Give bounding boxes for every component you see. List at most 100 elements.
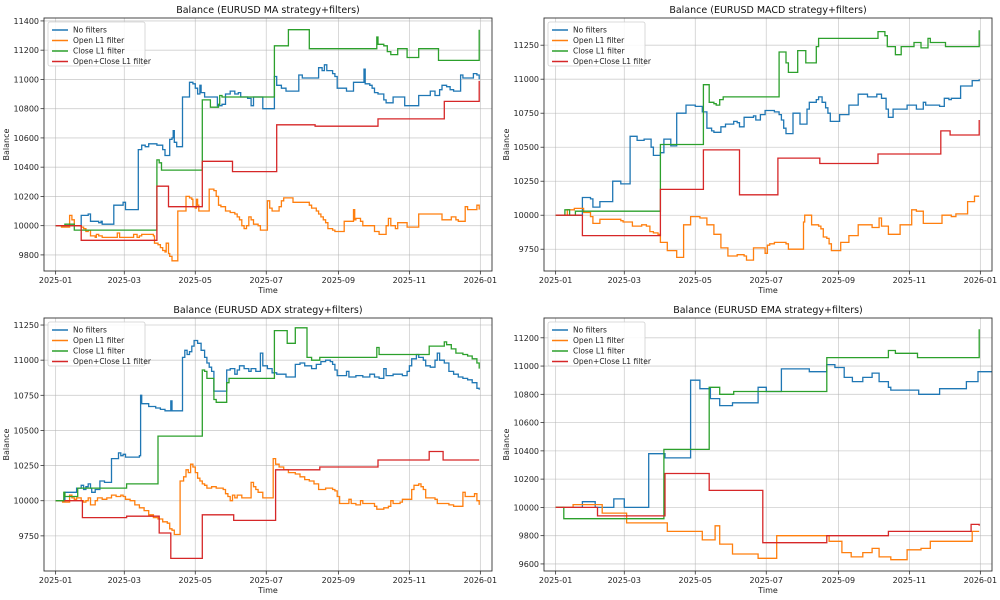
y-tick-label: 10250 <box>514 177 539 186</box>
y-tick-label: 10000 <box>514 211 539 220</box>
y-tick-label: 10000 <box>14 497 39 506</box>
x-tick-label: 2025-05 <box>179 276 212 285</box>
y-tick-label: 11000 <box>14 356 39 365</box>
y-tick-label: 11000 <box>514 75 539 84</box>
chart-title: Balance (EURUSD EMA strategy+filters) <box>673 305 863 316</box>
series-line-no-filters <box>555 363 992 509</box>
plot-frame <box>543 317 993 572</box>
series-line-no-filters <box>55 64 480 227</box>
y-tick-label: 10000 <box>14 222 39 231</box>
x-tick-label: 2025-09 <box>822 576 855 585</box>
legend-label: Open L1 filter <box>573 36 625 45</box>
chart-panel-2: 2025-01 2025-03 2025-05 2025-07 2025-09 2025-… <box>502 5 997 295</box>
y-tick-label: 10200 <box>14 192 39 201</box>
series-line-open-l1-filter <box>55 188 480 262</box>
x-axis-label: Time <box>757 586 778 595</box>
x-tick-label: 2025-11 <box>893 276 926 285</box>
legend-label: Close L1 filter <box>573 347 626 356</box>
y-axis-label: Balance <box>502 128 511 160</box>
x-axis-label: Time <box>757 286 778 295</box>
series-line-close-l1-filter <box>55 327 480 502</box>
x-tick-label: 2025-11 <box>893 576 926 585</box>
y-tick-label: 9800 <box>519 532 539 541</box>
y-tick-label: 10000 <box>514 503 539 512</box>
y-tick-label: 10750 <box>14 391 39 400</box>
x-tick-label: 2025-05 <box>179 576 212 585</box>
x-tick-label: 2025-01 <box>39 576 72 585</box>
legend-label: Open+Close L1 filter <box>73 357 152 366</box>
legend-label: Close L1 filter <box>73 47 126 56</box>
legend-label: Open+Close L1 filter <box>73 57 152 66</box>
x-tick-label: 2025-05 <box>679 576 712 585</box>
plot-frame <box>43 17 493 272</box>
x-tick-label: 2026-01 <box>964 276 997 285</box>
legend-box <box>547 21 646 67</box>
legend-label: Close L1 filter <box>73 347 126 356</box>
legend-box <box>547 321 646 367</box>
series-line-close-l1-filter <box>555 30 980 216</box>
y-tick-label: 10500 <box>14 426 39 435</box>
x-tick-label: 2025-03 <box>108 576 141 585</box>
legend-label: Open L1 filter <box>573 336 625 345</box>
series-line-open-close-l1-filter <box>555 472 980 544</box>
x-tick-label: 2025-07 <box>250 276 283 285</box>
legend-label: Open L1 filter <box>73 336 125 345</box>
y-tick-label: 10800 <box>14 105 39 114</box>
x-tick-label: 2025-03 <box>608 276 641 285</box>
x-tick-label: 2025-07 <box>750 576 783 585</box>
series-line-open-close-l1-filter <box>55 450 480 560</box>
y-tick-label: 10500 <box>514 143 539 152</box>
y-tick-label: 10400 <box>514 447 539 456</box>
x-axis-label: Time <box>257 286 278 295</box>
x-tick-label: 2026-01 <box>464 576 497 585</box>
y-tick-label: 11400 <box>14 17 39 26</box>
chart-panel-1: 2025-01 2025-03 2025-05 2025-07 2025-09 2025-… <box>2 5 497 295</box>
series-line-open-close-l1-filter <box>55 80 480 241</box>
series-line-no-filters <box>55 339 480 502</box>
chart-title: Balance (EURUSD MA strategy+filters) <box>176 5 360 16</box>
x-tick-label: 2025-11 <box>393 576 426 585</box>
y-tick-label: 10200 <box>514 475 539 484</box>
y-axis-label: Balance <box>2 128 11 160</box>
y-tick-label: 11200 <box>514 334 539 343</box>
y-tick-label: 10600 <box>514 419 539 428</box>
legend-label: Open L1 filter <box>73 36 125 45</box>
chart-title: Balance (EURUSD ADX strategy+filters) <box>173 305 362 316</box>
y-tick-label: 9750 <box>519 245 539 254</box>
x-tick-label: 2025-09 <box>322 276 355 285</box>
x-tick-label: 2025-01 <box>539 576 572 585</box>
y-tick-label: 11000 <box>514 362 539 371</box>
y-tick-label: 11250 <box>14 321 39 330</box>
legend-label: No filters <box>573 26 607 35</box>
series-line-close-l1-filter <box>55 29 480 231</box>
legend-label: Close L1 filter <box>573 47 626 56</box>
legend-label: No filters <box>73 26 107 35</box>
x-tick-label: 2025-01 <box>39 276 72 285</box>
x-tick-label: 2025-05 <box>679 276 712 285</box>
y-tick-label: 10800 <box>514 390 539 399</box>
x-tick-label: 2026-01 <box>964 576 997 585</box>
y-tick-label: 10750 <box>514 109 539 118</box>
chart-title: Balance (EURUSD MACD strategy+filters) <box>669 5 866 16</box>
series-line-no-filters <box>555 79 980 216</box>
y-tick-label: 11200 <box>14 46 39 55</box>
chart-panel-3: 2025-01 2025-03 2025-05 2025-07 2025-09 2025-… <box>2 305 497 595</box>
y-tick-label: 10250 <box>14 462 39 471</box>
y-axis-label: Balance <box>2 428 11 460</box>
x-tick-label: 2026-01 <box>464 276 497 285</box>
y-tick-label: 9600 <box>519 560 539 569</box>
legend-label: No filters <box>573 326 607 335</box>
y-tick-label: 10600 <box>14 134 39 143</box>
x-tick-label: 2025-09 <box>322 576 355 585</box>
y-tick-label: 9750 <box>19 532 39 541</box>
x-tick-label: 2025-07 <box>750 276 783 285</box>
legend-label: No filters <box>73 326 107 335</box>
plot-frame <box>543 17 993 272</box>
y-axis-label: Balance <box>502 428 511 460</box>
plot-frame <box>43 317 493 572</box>
